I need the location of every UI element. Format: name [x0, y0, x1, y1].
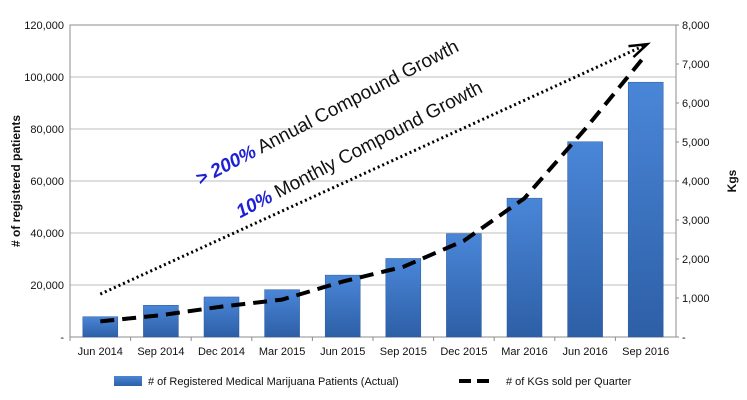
- x-tick-label: Dec 2014: [198, 346, 245, 358]
- x-tick-label: Mar 2016: [501, 346, 547, 358]
- trend-arrow-layer: [99, 42, 651, 296]
- line-series: [100, 53, 648, 324]
- x-tick-label: Dec 2015: [440, 346, 487, 358]
- y2-tick-label: 4,000: [682, 176, 710, 188]
- bar: [506, 197, 543, 338]
- y-tick-label: 40,000: [30, 228, 64, 240]
- x-tick-label: Mar 2015: [259, 346, 305, 358]
- y-tick-label: 20,000: [30, 280, 64, 292]
- gridlines: [69, 24, 677, 338]
- x-tick-label: Sep 2016: [622, 346, 669, 358]
- y2-tick-label: 7,000: [682, 59, 710, 71]
- axes: - 20,000 40,000 60,000 80,000 100,000 120,000 -…: [9, 20, 739, 358]
- x-tick-label: Sep 2014: [137, 346, 184, 358]
- bar: [264, 289, 300, 338]
- bar: [446, 233, 482, 338]
- y2-tick-label: 5,000: [682, 137, 710, 149]
- y2-tick-label: 6,000: [682, 98, 710, 110]
- y-tick-label: -: [60, 332, 64, 344]
- legend-label-line: # of KGs sold per Quarter: [506, 376, 632, 388]
- bar: [143, 305, 179, 338]
- legend: # of Registered Medical Marijuana Patien…: [114, 376, 632, 388]
- y-tick-label: 80,000: [30, 124, 64, 136]
- y-tick-label: 60,000: [30, 176, 64, 188]
- bar-series: [82, 81, 664, 338]
- x-tick-label: Jun 2014: [78, 346, 123, 358]
- legend-label-bars: # of Registered Medical Marijuana Patien…: [148, 376, 399, 388]
- y2-tick-label: -: [682, 332, 686, 344]
- bar: [324, 274, 361, 338]
- y-axis-title: # of registered patients: [9, 115, 23, 247]
- trend-arrow-head: [628, 42, 651, 58]
- kgs-line: [100, 53, 648, 324]
- legend-swatch-bars: [114, 376, 142, 386]
- y2-tick-label: 1,000: [682, 293, 710, 305]
- bar: [567, 141, 603, 338]
- x-tick-label: Sep 2015: [380, 346, 427, 358]
- bar: [627, 81, 664, 338]
- annotation-highlight: > 200%: [193, 141, 260, 190]
- y-tick-label: 100,000: [24, 72, 64, 84]
- x-tick-label: Jun 2015: [320, 346, 365, 358]
- bar: [203, 296, 240, 338]
- y2-tick-label: 2,000: [682, 254, 710, 266]
- x-tick-label: Jun 2016: [562, 346, 607, 358]
- y-tick-label: 120,000: [24, 20, 64, 32]
- y2-axis-title: Kgs: [725, 169, 739, 192]
- y2-tick-label: 3,000: [682, 215, 710, 227]
- y2-tick-label: 8,000: [682, 20, 710, 32]
